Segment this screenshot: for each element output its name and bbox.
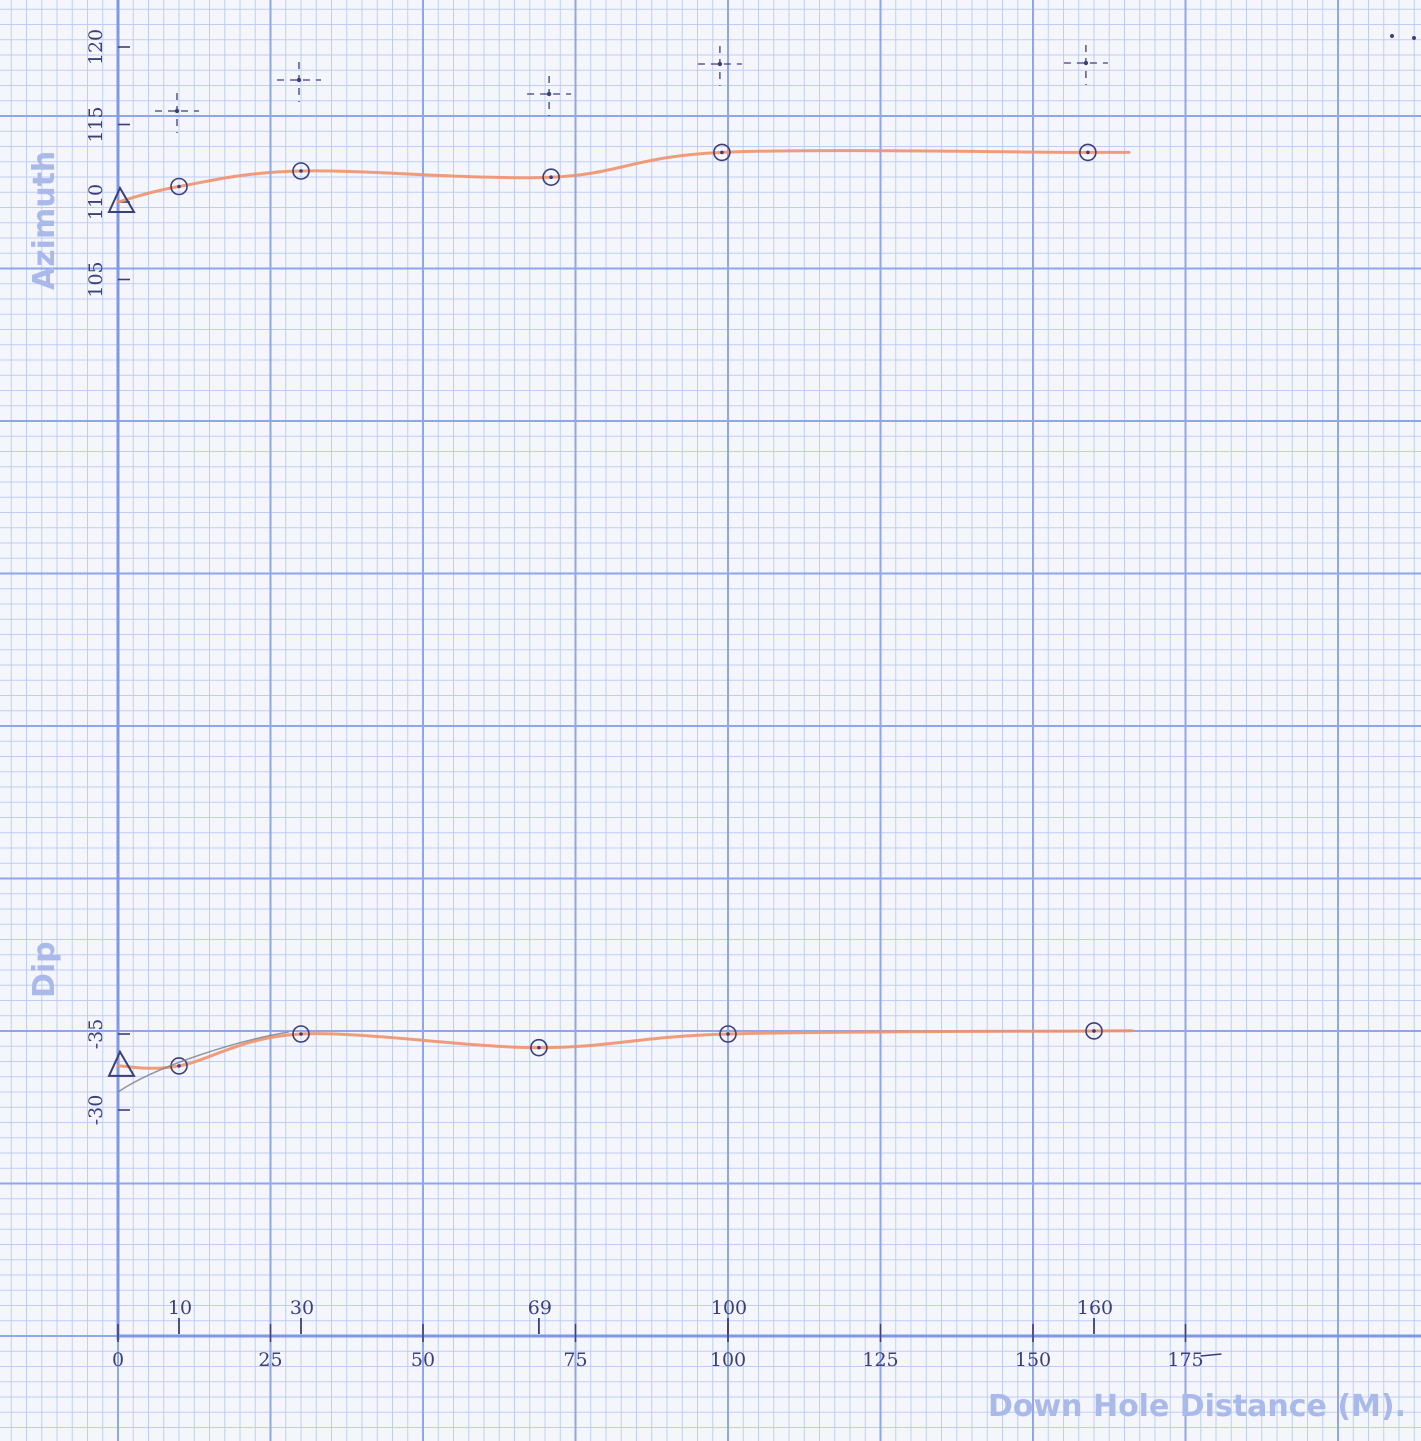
dip-axis-title: Dip	[27, 941, 62, 998]
azimuth-tick-label: 110	[85, 184, 107, 220]
azimuth-tick-label: 120	[85, 29, 107, 65]
depth-point-labels: 10 30 69 100 160	[168, 1297, 1113, 1334]
dip-tick-marks: -30 -35	[85, 1019, 130, 1126]
stray-mark	[1390, 34, 1394, 38]
stray-mark	[1412, 36, 1416, 40]
azimuth-tick-label: 105	[85, 261, 107, 297]
azimuth-survey-crosshair-dot	[174, 108, 180, 114]
azimuth-data-point-dot	[549, 175, 553, 179]
azimuth-data-point	[713, 143, 731, 162]
dip-data-point	[719, 1025, 737, 1043]
x-tick-marks: 0 25 50 75 100 125 150 175	[112, 1324, 1222, 1371]
depth-point-label: 30	[290, 1297, 314, 1319]
azimuth-survey-crosshair-dot	[296, 77, 302, 83]
dip-data-point	[1085, 1022, 1103, 1040]
dip-data-point	[292, 1025, 310, 1043]
azimuth-survey-crosshair-dot	[546, 91, 552, 97]
depth-point-label: 10	[168, 1297, 192, 1319]
dip-tick-label: -30	[85, 1095, 107, 1126]
x-axis-title: Down Hole Distance (M).	[988, 1389, 1406, 1424]
azimuth-survey-crosshair-dot	[1083, 60, 1089, 66]
azimuth-series-line	[116, 149, 1131, 204]
azimuth-data-point	[542, 168, 560, 186]
depth-point-label: 100	[711, 1297, 747, 1319]
dip-tick-label: -35	[85, 1019, 107, 1050]
dip-series-line	[116, 1029, 1134, 1070]
x-tick-label: 100	[710, 1349, 746, 1371]
dip-pencil-line	[117, 1031, 289, 1093]
x-tick-label: 25	[258, 1349, 282, 1371]
azimuth-data-point-dot	[299, 169, 303, 173]
dip-data-point-dot	[537, 1045, 541, 1050]
x-tick-label: 150	[1015, 1349, 1051, 1371]
azimuth-data-point	[170, 177, 188, 196]
azimuth-data-point-dot	[177, 184, 181, 189]
azimuth-start-triangle-marker	[107, 185, 136, 213]
depth-point-label: 160	[1077, 1297, 1113, 1319]
azimuth-tick-label: 115	[85, 106, 107, 142]
dip-data-point-dot	[299, 1032, 303, 1036]
x-tick-label: 50	[411, 1349, 435, 1371]
azimuth-survey-crosshair-dot	[717, 61, 723, 67]
dip-data-point-dot	[1092, 1029, 1096, 1033]
azimuth-axis-title: Azimuth	[27, 151, 62, 290]
dip-plot	[107, 1022, 1134, 1093]
azimuth-data-point-dot	[1086, 150, 1090, 155]
dip-start-triangle-marker	[107, 1049, 136, 1077]
x-axis-dash-mark	[1200, 1353, 1222, 1357]
dip-data-point-dot	[726, 1032, 730, 1036]
azimuth-data-point	[1079, 143, 1097, 162]
x-tick-label: 75	[563, 1349, 587, 1371]
x-tick-label: 175	[1167, 1349, 1203, 1371]
x-tick-label: 0	[112, 1349, 124, 1371]
azimuth-data-point	[292, 162, 310, 180]
depth-point-label: 69	[528, 1297, 552, 1319]
dip-data-point	[530, 1038, 548, 1057]
azimuth-plot	[107, 45, 1131, 213]
x-tick-label: 125	[862, 1349, 898, 1371]
dip-data-point-dot	[177, 1064, 181, 1068]
azimuth-data-point-dot	[720, 150, 724, 155]
